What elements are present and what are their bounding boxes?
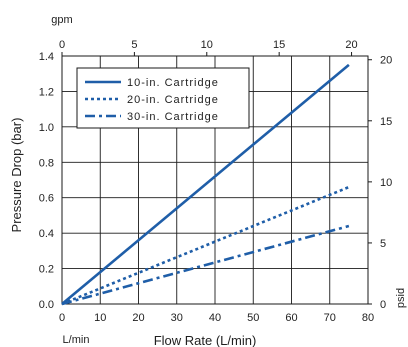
top-axis-label: gpm [51, 14, 72, 26]
left-axis-ticks: 0.0 0.2 0.4 0.6 0.8 1.0 1.2 1.4 [39, 51, 54, 311]
right-tick-label: 5 [380, 238, 386, 250]
x-tick-label: 20 [132, 312, 144, 324]
series-line-3 [61, 224, 350, 306]
y-tick-label: 0.6 [39, 193, 54, 205]
right-tick-label: 15 [380, 116, 392, 128]
y-tick-label: 1.0 [39, 122, 54, 134]
y-tick-label: 0.0 [39, 299, 54, 311]
right-tick-label: 0 [380, 299, 386, 311]
series-line-1 [61, 63, 350, 305]
legend-label-3: 30-in. Cartridge [127, 111, 219, 123]
x-tick-label: 70 [324, 312, 336, 324]
y-tick-label: 0.4 [39, 228, 54, 240]
x-tick-label: 80 [362, 312, 374, 324]
x-tick-label: 0 [59, 312, 65, 324]
top-tick-label: 10 [201, 39, 213, 51]
top-axis-ticks: 0 5 10 15 20 [59, 39, 358, 56]
series-layer [61, 63, 350, 306]
top-tick-label: 20 [345, 39, 357, 51]
legend: 10-in. Cartridge 20-in. Cartridge 30-in. C… [76, 67, 250, 129]
y-tick-label: 0.2 [39, 264, 54, 276]
x-tick-label: 40 [209, 312, 221, 324]
right-tick-label: 10 [380, 177, 392, 189]
top-tick-label: 5 [131, 39, 137, 51]
x-tick-label: 30 [171, 312, 183, 324]
y-axis-label: Pressure Drop (bar) [9, 118, 24, 233]
x-axis-label: Flow Rate (L/min) [154, 333, 257, 347]
x-tick-label: 50 [247, 312, 259, 324]
right-axis-label: psid [395, 288, 407, 308]
top-tick-label: 15 [273, 39, 285, 51]
series-line-2 [61, 185, 350, 306]
right-tick-label: 20 [380, 55, 392, 67]
bottom-axis-ticks: 0 10 20 30 40 50 60 70 80 [59, 312, 374, 324]
top-tick-label: 0 [59, 39, 65, 51]
legend-label-2: 20-in. Cartridge [127, 94, 219, 106]
x-tick-label: 10 [94, 312, 106, 324]
right-axis-ticks: 0 5 10 15 20 [368, 55, 392, 311]
y-tick-label: 1.4 [39, 51, 54, 63]
legend-label-1: 10-in. Cartridge [127, 77, 219, 89]
x-tick-label: 60 [285, 312, 297, 324]
plot-frame [61, 55, 369, 305]
y-tick-label: 1.2 [39, 86, 54, 98]
y-tick-label: 0.8 [39, 157, 54, 169]
x-unit-label: L/min [63, 334, 90, 346]
